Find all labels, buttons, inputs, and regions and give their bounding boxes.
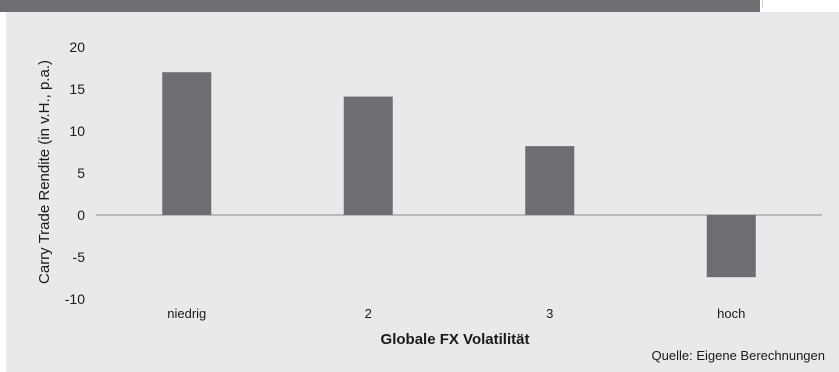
y-tick-label: 10 — [69, 123, 85, 139]
y-tick-label: -10 — [65, 291, 85, 307]
bar-hoch — [706, 215, 756, 278]
x-tick-label: 3 — [546, 306, 553, 321]
header-tab — [762, 0, 839, 8]
y-axis-ticks: 20 15 10 5 0 -5 -10 — [65, 39, 85, 307]
bar-series — [162, 72, 756, 278]
y-tick-label: 15 — [69, 81, 85, 97]
chart-panel — [6, 12, 839, 372]
x-axis-tick-labels: niedrig 2 3 hoch — [167, 306, 745, 321]
x-tick-label: niedrig — [167, 306, 206, 321]
bar-2 — [343, 96, 393, 215]
y-tick-label: 20 — [69, 39, 85, 55]
bar-3 — [525, 146, 575, 215]
header-band — [0, 0, 760, 12]
y-tick-label: -5 — [73, 249, 86, 265]
y-tick-label: 5 — [77, 165, 85, 181]
y-tick-label: 0 — [77, 207, 85, 223]
x-tick-label: hoch — [717, 306, 745, 321]
x-tick-label: 2 — [365, 306, 372, 321]
source-note: Quelle: Eigene Berechnungen — [652, 348, 825, 363]
x-axis-label: Globale FX Volatilität — [381, 331, 530, 348]
bar-niedrig — [162, 72, 212, 215]
y-axis-label: Carry Trade Rendite (in v.H., p.a.) — [36, 60, 53, 284]
